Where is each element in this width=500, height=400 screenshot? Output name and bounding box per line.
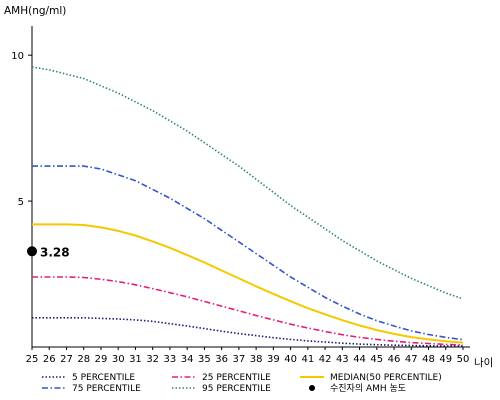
y-ticks: 5 10 (11, 51, 32, 208)
series-line-4 (31, 66, 464, 300)
legend-label: MEDIAN(50 PERCENTILE) (330, 373, 442, 383)
series-line-5 (32, 223, 464, 344)
x-tick-label: 27 (60, 354, 73, 365)
x-tick-label: 42 (319, 354, 332, 365)
x-tick-label: 50 (457, 354, 470, 365)
x-tick-label: 32 (146, 354, 159, 365)
patient-amh-marker (27, 246, 37, 257)
series-line-3 (32, 276, 464, 346)
x-tick-label: 47 (405, 354, 418, 365)
data-markers: 3.28 (27, 245, 70, 259)
x-tick-label: 33 (164, 354, 177, 365)
series-line-2 (32, 165, 464, 341)
x-tick-label: 41 (301, 354, 314, 365)
x-tick-label: 26 (43, 354, 56, 365)
x-tick-label: 40 (284, 354, 297, 365)
x-tick-label: 44 (353, 354, 366, 365)
x-tick-label: 35 (198, 354, 211, 365)
x-ticks: 25 26 27 28 29 30 31 32 33 34 35 36 37 38 39 40 41 42 43 44… (26, 347, 470, 365)
legend-label: 75 PERCENTILE (72, 384, 141, 394)
legend-label: 수진자의 AMH 농도 (330, 383, 406, 394)
legend-label: 95 PERCENTILE (202, 384, 271, 394)
y-tick-label: 5 (18, 197, 24, 208)
x-tick-label: 29 (95, 354, 108, 365)
x-tick-label: 30 (112, 354, 125, 365)
x-tick-label: 37 (233, 354, 246, 365)
x-tick-label: 38 (250, 354, 263, 365)
y-tick-label: 10 (11, 51, 24, 62)
chart-axes (31, 26, 470, 348)
legend: 5 PERCENTILE 25 PERCENTILE MEDIAN(50 PERCE… (42, 373, 442, 394)
x-tick-label: 28 (77, 354, 90, 365)
x-tick-label: 45 (370, 354, 383, 365)
x-tick-label: 43 (336, 354, 349, 365)
legend-marker-swatch (309, 385, 315, 391)
legend-label: 5 PERCENTILE (72, 373, 135, 383)
series-lines (31, 66, 464, 347)
x-axis-label: 나이 (474, 357, 493, 369)
legend-label: 25 PERCENTILE (202, 373, 271, 383)
patient-amh-value-label: 3.28 (40, 245, 70, 259)
series-line-1 (32, 316, 464, 347)
x-tick-label: 48 (422, 354, 435, 365)
x-tick-label: 46 (388, 354, 401, 365)
x-tick-label: 36 (215, 354, 228, 365)
x-tick-label: 34 (181, 354, 194, 365)
x-tick-label: 39 (267, 354, 280, 365)
y-axis-label: AMH(ng/ml) (4, 5, 66, 17)
x-tick-label: 49 (439, 354, 452, 365)
x-tick-label: 25 (26, 354, 39, 365)
x-tick-label: 31 (129, 354, 142, 365)
